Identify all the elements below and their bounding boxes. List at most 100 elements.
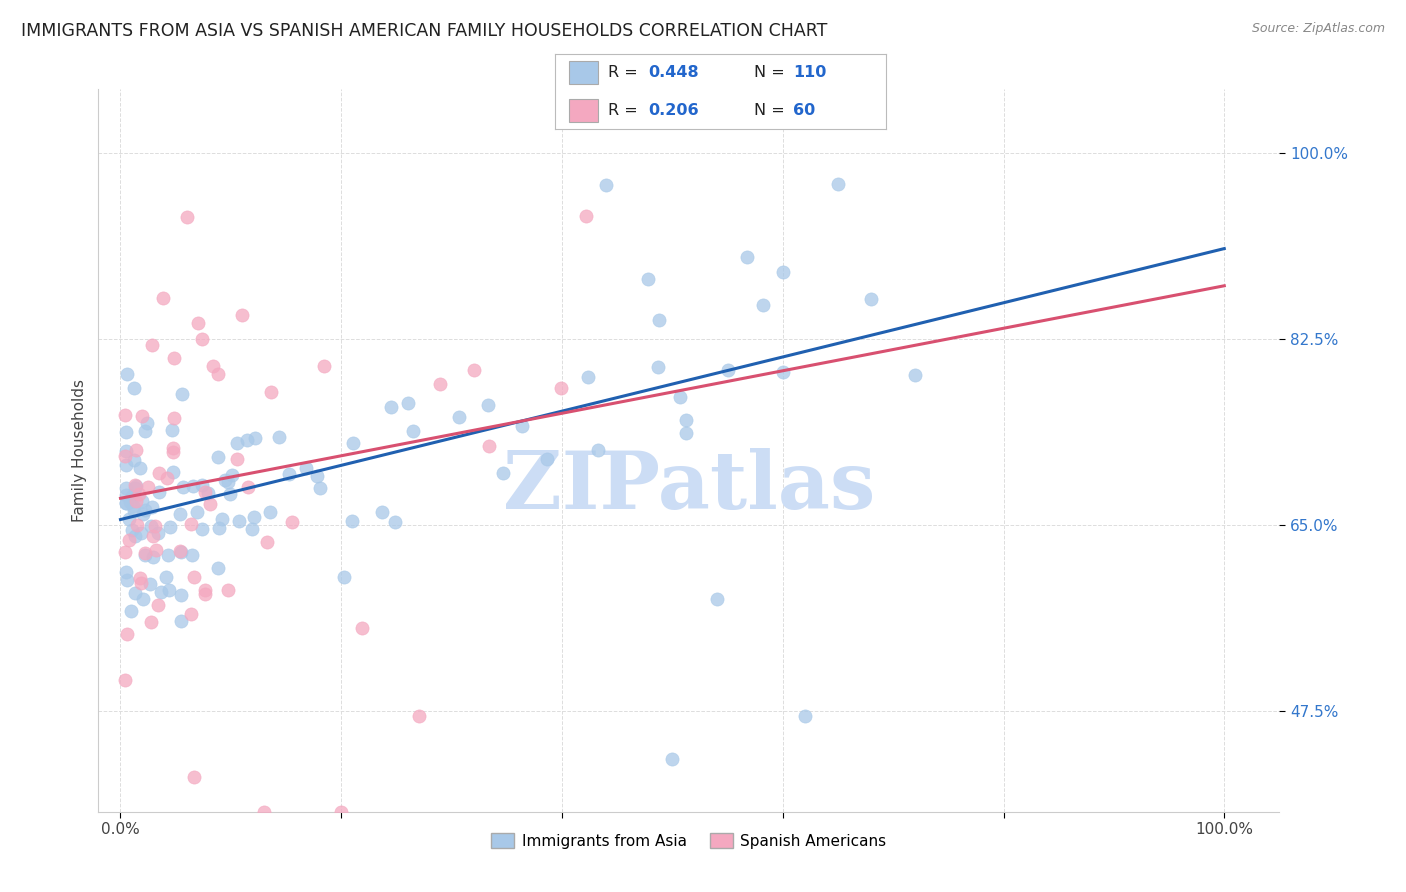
- Bar: [568, 99, 599, 122]
- Point: [131, 526, 153, 541]
- Point: [253, 805, 276, 819]
- Point: [752, 298, 775, 312]
- Point: [141, 337, 163, 351]
- Point: [194, 485, 217, 500]
- Point: [155, 570, 177, 584]
- Point: [259, 505, 281, 519]
- Point: [170, 545, 193, 559]
- Point: [194, 587, 217, 601]
- Point: [463, 363, 485, 377]
- Point: [402, 424, 425, 438]
- Point: [190, 333, 212, 347]
- Point: [214, 474, 236, 488]
- Text: 110: 110: [793, 65, 827, 80]
- Point: [120, 604, 142, 618]
- Point: [295, 461, 318, 475]
- Point: [122, 452, 145, 467]
- Point: [129, 571, 152, 585]
- Point: [330, 805, 353, 819]
- Point: [148, 485, 170, 500]
- Point: [228, 515, 250, 529]
- Point: [115, 496, 138, 510]
- Point: [202, 359, 225, 373]
- Text: R =: R =: [609, 103, 643, 118]
- Point: [134, 503, 156, 517]
- Point: [198, 497, 221, 511]
- Point: [115, 573, 138, 587]
- Point: [143, 519, 166, 533]
- Point: [141, 615, 163, 629]
- Point: [408, 709, 430, 723]
- Point: [157, 548, 180, 562]
- Point: [114, 673, 136, 688]
- Point: [172, 387, 194, 401]
- Point: [575, 209, 598, 223]
- Point: [115, 425, 138, 439]
- Point: [141, 500, 163, 514]
- Point: [332, 570, 354, 584]
- Point: [236, 433, 259, 447]
- Point: [312, 359, 335, 373]
- Point: [115, 496, 138, 510]
- Point: [121, 489, 143, 503]
- Point: [860, 292, 883, 306]
- Point: [380, 400, 402, 414]
- Point: [162, 441, 184, 455]
- Point: [186, 505, 208, 519]
- Point: [118, 512, 141, 526]
- Point: [170, 614, 193, 628]
- Point: [120, 495, 142, 509]
- Point: [170, 588, 193, 602]
- Point: [793, 709, 815, 723]
- Point: [132, 507, 155, 521]
- Point: [225, 452, 247, 467]
- Point: [169, 508, 191, 522]
- Point: [661, 751, 683, 765]
- Point: [146, 526, 169, 541]
- Point: [163, 411, 186, 425]
- Point: [121, 523, 143, 537]
- Point: [183, 770, 205, 784]
- Point: [131, 409, 153, 423]
- Point: [772, 265, 794, 279]
- Point: [735, 250, 758, 264]
- Point: [191, 522, 214, 536]
- Point: [122, 503, 145, 517]
- Point: [124, 529, 146, 543]
- Point: [131, 494, 153, 508]
- Text: 60: 60: [793, 103, 815, 118]
- Point: [146, 598, 169, 612]
- Text: R =: R =: [609, 65, 643, 80]
- Point: [115, 487, 138, 501]
- Bar: [568, 62, 599, 84]
- Point: [148, 466, 170, 480]
- Point: [269, 429, 291, 443]
- Point: [157, 582, 180, 597]
- Point: [207, 450, 229, 465]
- Point: [117, 367, 139, 381]
- Point: [197, 485, 219, 500]
- Point: [162, 444, 184, 458]
- Point: [217, 475, 239, 490]
- Point: [125, 478, 148, 492]
- Point: [447, 409, 470, 424]
- Point: [772, 366, 794, 380]
- Point: [384, 515, 406, 529]
- Legend: Immigrants from Asia, Spanish Americans: Immigrants from Asia, Spanish Americans: [485, 827, 893, 855]
- Point: [536, 451, 558, 466]
- Point: [637, 272, 659, 286]
- Text: ZIPatlas: ZIPatlas: [503, 448, 875, 525]
- Point: [139, 518, 162, 533]
- Point: [138, 577, 160, 591]
- Point: [181, 478, 204, 492]
- Point: [492, 467, 515, 481]
- Point: [340, 514, 363, 528]
- Y-axis label: Family Households: Family Households: [72, 379, 87, 522]
- Point: [163, 351, 186, 365]
- Point: [125, 493, 148, 508]
- Point: [181, 548, 204, 562]
- Point: [134, 548, 156, 562]
- Point: [595, 178, 617, 192]
- Point: [115, 444, 138, 458]
- Point: [142, 550, 165, 565]
